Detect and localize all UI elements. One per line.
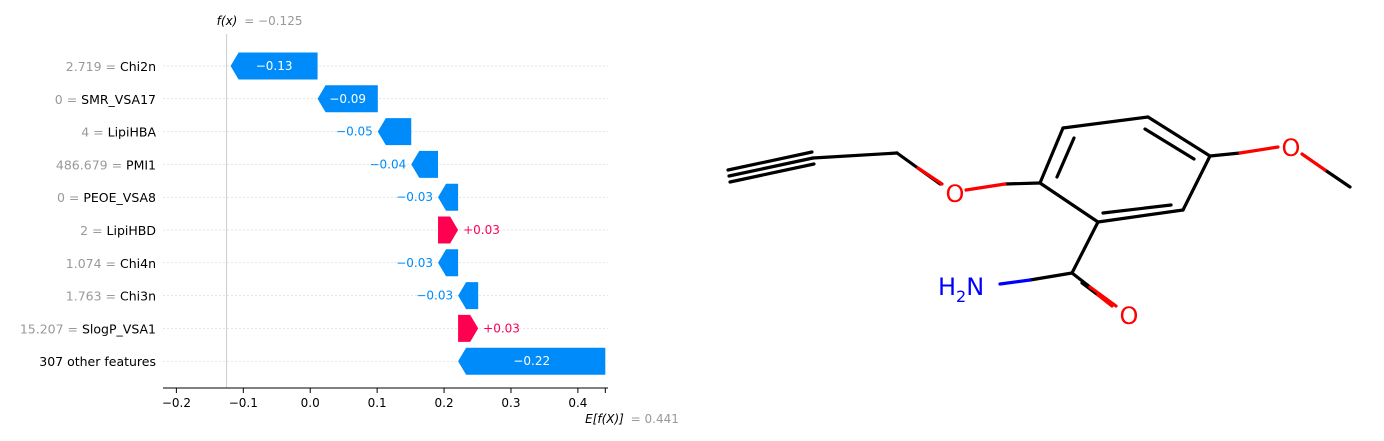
amide-h-subscript: 2 (956, 287, 966, 306)
bar-value-label: −0.04 (369, 157, 406, 171)
feature-name: Chi4n (120, 256, 156, 271)
bar-chi3n (458, 282, 479, 310)
feature-label: 15.207 = SlogP_VSA1 (20, 321, 156, 336)
feature-name: Chi3n (120, 289, 156, 304)
feature-name: SlogP_VSA1 (82, 321, 156, 336)
bar-pmi1 (411, 150, 439, 178)
fx-value: = −0.125 (244, 14, 302, 28)
feature-label: 0 = SMR_VSA17 (55, 92, 156, 107)
bar-value-label: +0.03 (463, 223, 500, 237)
feature-name: SMR_VSA17 (81, 92, 156, 107)
feature-label: 486.679 = PMI1 (56, 157, 156, 172)
feature-value: 1.074 = (66, 256, 120, 271)
feature-label: 4 = LipiHBA (81, 125, 156, 140)
amide-h-label: H (938, 273, 956, 301)
feature-value: 2 = (80, 223, 106, 238)
carbonyl-oxygen-atom: O (1120, 302, 1139, 330)
bar-value-label: −0.03 (396, 256, 433, 270)
bar-value-label: −0.03 (416, 289, 453, 303)
bar-value-label: −0.22 (513, 354, 550, 368)
ether-oxygen-atom: O (946, 180, 965, 208)
feature-value: 15.207 = (20, 321, 82, 336)
feature-name: 307 other features (39, 354, 156, 369)
feature-label: 2.719 = Chi2n (66, 59, 156, 74)
bar-value-label: −0.03 (396, 190, 433, 204)
efx-label: E[f(X)] (585, 412, 624, 426)
fx-label: f(x) (217, 14, 238, 28)
bar-chi4n (438, 249, 459, 277)
feature-value: 4 = (81, 125, 107, 140)
efx-value: = 0.441 (631, 412, 679, 426)
feature-label: 1.763 = Chi3n (66, 289, 156, 304)
bar-chi2n (230, 52, 318, 80)
bar-value-labels: −0.13 −0.09 −0.05 −0.04 −0.03 +0.03 −0.03 −0.03… (256, 59, 550, 368)
feature-name: Chi2n (120, 59, 156, 74)
feature-value: 486.679 = (56, 157, 126, 172)
bars (230, 52, 606, 375)
bonds-nitrogen (998, 278, 1032, 286)
feature-label: 1.074 = Chi4n (66, 256, 156, 271)
efx-annotation: E[f(X)] = 0.441 (585, 412, 679, 426)
fx-annotation: f(x) = −0.125 (217, 14, 303, 28)
feature-name: LipiHBD (107, 223, 156, 238)
amide-nitrogen-atom: H2N (938, 273, 984, 306)
bonds-oxygen (916, 145, 1327, 308)
bar-lipihba (377, 118, 412, 146)
feature-labels: 2.719 = Chi2n 0 = SMR_VSA17 4 = LipiHBA 486… (20, 59, 157, 369)
feature-value: 0 = (57, 190, 83, 205)
feature-name: PMI1 (126, 157, 156, 172)
bar-307-other-features (458, 347, 606, 375)
x-tick-label: −0.2 (162, 396, 191, 410)
feature-value: 0 = (55, 92, 81, 107)
row-gridlines (163, 65, 608, 362)
bar-lipihbd (438, 216, 459, 244)
bar-smr_vsa17 (317, 85, 378, 113)
bar-peoe_vsa8 (438, 183, 459, 211)
methoxy-oxygen-atom: O (1282, 134, 1301, 162)
bar-value-label: −0.09 (329, 92, 366, 106)
feature-label: 0 = PEOE_VSA8 (57, 190, 156, 205)
x-axis-ticks: −0.2 −0.1 0.0 0.1 0.2 0.3 0.4 (162, 388, 606, 410)
x-tick-label: 0.0 (301, 396, 320, 410)
amide-n-label: N (966, 273, 984, 301)
x-tick-label: 0.3 (501, 396, 520, 410)
x-tick-label: 0.4 (568, 396, 587, 410)
bar-value-label: −0.05 (336, 125, 373, 139)
feature-value: 2.719 = (66, 59, 120, 74)
feature-label: 2 = LipiHBD (80, 223, 156, 238)
bar-value-label: −0.13 (256, 59, 293, 73)
waterfall-chart: −0.13 −0.09 −0.05 −0.04 −0.03 +0.03 −0.03 −0.03… (20, 14, 679, 426)
feature-label: 307 other features (39, 354, 156, 369)
bonds-black (726, 115, 1352, 297)
molecule-structure: O O O H2N (726, 115, 1352, 330)
bar-slogp_vsa1 (458, 314, 479, 342)
feature-name: PEOE_VSA8 (83, 190, 156, 205)
x-tick-label: 0.1 (368, 396, 387, 410)
bar-value-label: +0.03 (483, 321, 520, 335)
feature-name: LipiHBA (108, 125, 157, 140)
x-tick-label: 0.2 (435, 396, 454, 410)
x-tick-label: −0.1 (229, 396, 258, 410)
feature-value: 1.763 = (66, 289, 120, 304)
